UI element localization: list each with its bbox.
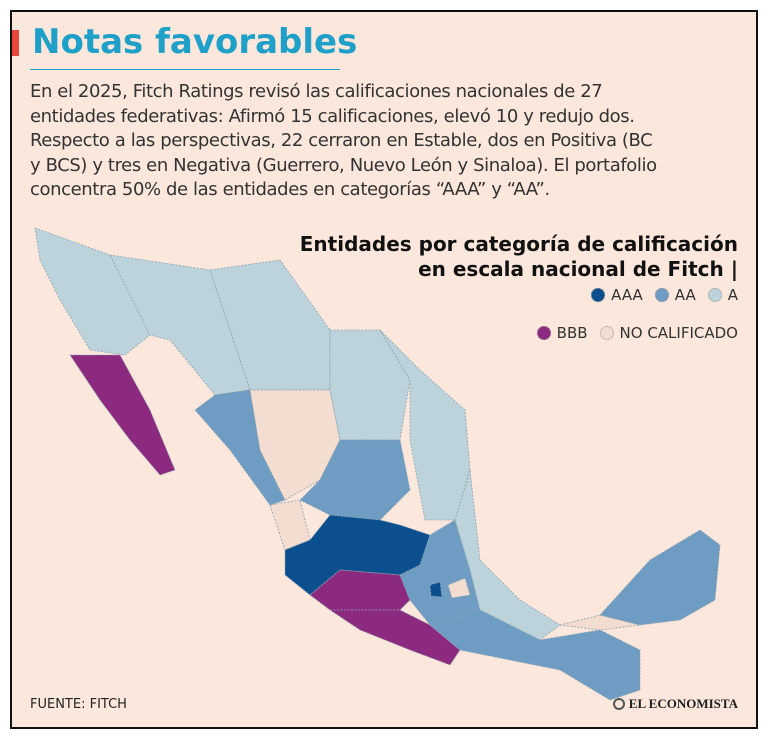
- state: [429, 609, 641, 701]
- state: [284, 514, 431, 596]
- legend-label: A: [727, 286, 738, 304]
- body-line: entidades federativas: Afirmó 15 calific…: [30, 105, 635, 127]
- state: [194, 389, 286, 506]
- legend-item: A: [707, 286, 738, 304]
- legend-label: NO CALIFICADO: [619, 324, 738, 342]
- legend-item: NO CALIFICADO: [599, 324, 738, 342]
- legend-item: AAA: [591, 286, 643, 304]
- legend: AAA AA A BBB NO CALIFICADO: [438, 286, 738, 342]
- brand: EL ECONOMISTA: [612, 696, 738, 712]
- brand-name: EL ECONOMISTA: [628, 696, 738, 711]
- state: [328, 609, 461, 666]
- legend-swatch: [599, 326, 614, 340]
- map-title-line: en escala nacional de Fitch |: [418, 257, 738, 281]
- legend-item: AA: [654, 286, 696, 304]
- legend-swatch: [591, 288, 606, 302]
- state: [329, 329, 411, 441]
- state: [34, 227, 151, 356]
- title-rule: [30, 69, 340, 70]
- legend-label: AA: [674, 286, 696, 304]
- body-line: Respecto a las perspectivas, 22 cerraron…: [30, 130, 653, 151]
- legend-label: BBB: [556, 324, 588, 342]
- legend-swatch: [536, 326, 551, 340]
- legend-swatch: [654, 288, 669, 302]
- state: [299, 439, 411, 521]
- state: [209, 259, 331, 391]
- body-line: concentra 50% de las entidades en catego…: [30, 179, 550, 200]
- state: [309, 569, 411, 616]
- state: [447, 577, 471, 599]
- legend-swatch: [707, 288, 722, 302]
- state: [429, 581, 443, 598]
- brand-logo: [612, 698, 625, 710]
- body-text: En el 2025, Fitch Ratings revisó las cal…: [30, 80, 657, 203]
- accent-bar: [12, 30, 19, 56]
- state: [69, 354, 176, 476]
- map-title: Entidades por categoría de calificación e…: [300, 232, 738, 282]
- source: FUENTE: FITCH: [30, 697, 127, 712]
- legend-label: AAA: [611, 286, 643, 304]
- map-title-line: Entidades por categoría de calificación: [299, 232, 738, 256]
- state: [599, 529, 721, 626]
- body-line: y BCS) y tres en Negativa (Guerrero, Nue…: [30, 154, 657, 176]
- state: [454, 469, 561, 641]
- title: Notas favorables: [32, 22, 358, 62]
- body-line: En el 2025, Fitch Ratings revisó las cal…: [30, 81, 603, 102]
- legend-item: BBB: [536, 324, 588, 342]
